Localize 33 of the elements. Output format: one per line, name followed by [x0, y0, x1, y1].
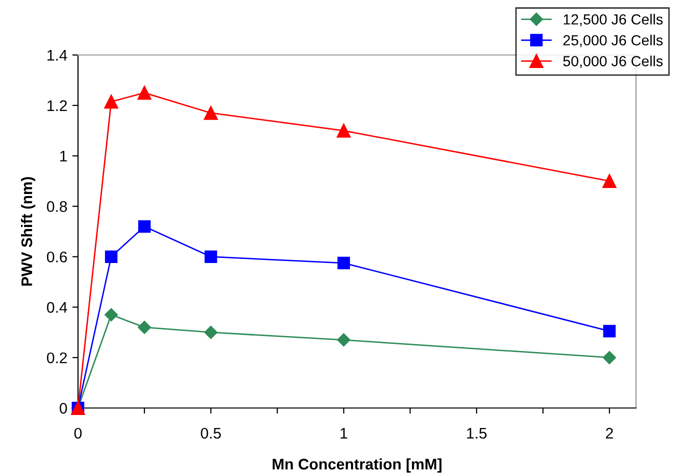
y-tick-label: 1.4 — [48, 50, 68, 61]
legend-label: 12,500 J6 Cells — [564, 14, 663, 26]
y-tick-label: 1 — [60, 150, 67, 162]
x-axis-title: Mn Concentration [mM] — [272, 458, 442, 473]
y-tick-label: 0.6 — [46, 252, 67, 262]
point — [138, 220, 151, 233]
point — [137, 86, 152, 100]
legend-label: 50,000 J6 Cells — [563, 56, 663, 68]
x-tick-label: 1 — [340, 428, 348, 439]
point — [204, 326, 218, 339]
point — [138, 320, 152, 334]
point — [337, 256, 350, 270]
legend-label: 25,000 J6 Cells — [563, 34, 663, 48]
x-tick-label: 0 — [74, 428, 82, 439]
point — [204, 106, 218, 120]
x-tick-label: 2 — [606, 428, 613, 439]
point — [104, 94, 118, 109]
point — [337, 333, 350, 347]
y-tick-label: 0.2 — [46, 352, 67, 364]
y-axis-title: PWV Shift (nm) — [20, 177, 36, 286]
y-tick-label: 0 — [60, 402, 67, 414]
point — [602, 174, 616, 188]
point — [104, 308, 118, 322]
y-tick-label: 1.2 — [48, 100, 67, 111]
x-tick-label: 1.5 — [467, 428, 487, 439]
point — [603, 324, 616, 338]
x-tick-label: 0.5 — [200, 428, 221, 439]
point — [602, 350, 616, 364]
y-tick-label: 0.4 — [46, 302, 68, 313]
y-tick-label: 0.8 — [46, 201, 67, 212]
point — [204, 250, 218, 263]
point — [336, 124, 351, 138]
point — [104, 250, 118, 263]
